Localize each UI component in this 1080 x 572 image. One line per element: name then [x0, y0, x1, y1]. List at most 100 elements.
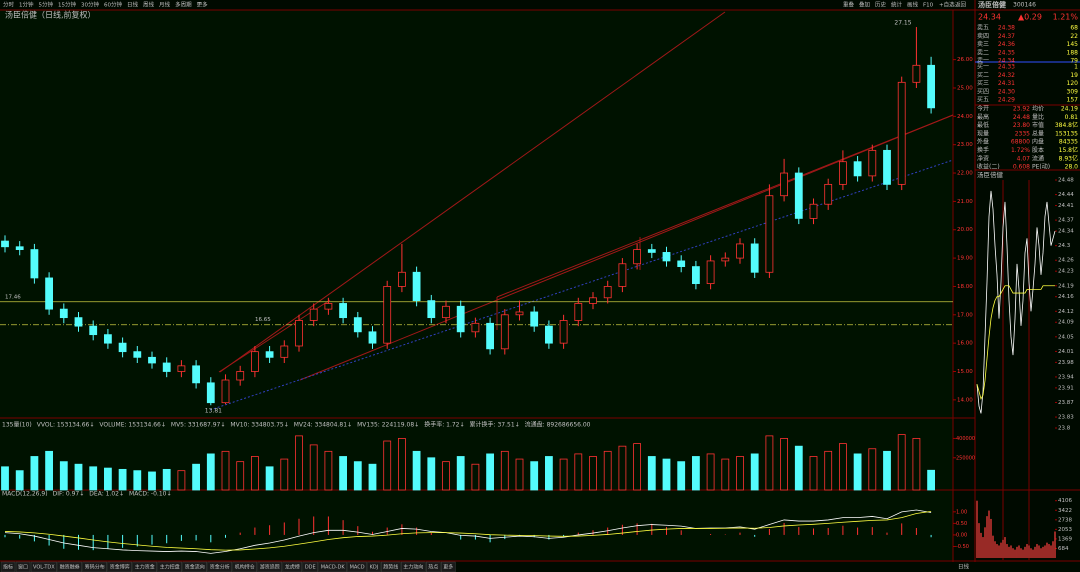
- tab-bg[interactable]: [232, 561, 258, 572]
- volume-bar: [397, 438, 406, 491]
- volume-bar: [324, 450, 333, 491]
- candle-body: [736, 243, 744, 259]
- volume-bar: [412, 450, 421, 491]
- bottom-tab[interactable]: 主力控盘: [160, 564, 180, 571]
- bottom-tab[interactable]: DDE: [305, 565, 316, 571]
- y-tick-label: 23.00: [957, 142, 973, 148]
- tab-bg[interactable]: [107, 561, 132, 572]
- bottom-tab[interactable]: 主力资金: [135, 564, 155, 571]
- tab-bg[interactable]: [15, 561, 31, 572]
- candle-body: [353, 317, 362, 333]
- tab-bg[interactable]: [367, 561, 381, 572]
- tool-button[interactable]: 重叠: [843, 1, 855, 9]
- tab-bg[interactable]: [426, 561, 441, 572]
- tab-bg[interactable]: [82, 561, 107, 572]
- stat-value: 1.72%: [1011, 147, 1030, 154]
- period-tab[interactable]: 60分钟: [104, 1, 122, 9]
- stock-code: 300146: [1013, 2, 1036, 9]
- tool-button[interactable]: 画线: [907, 1, 919, 9]
- period-tab[interactable]: 月线: [159, 1, 171, 9]
- stat-label: 最低: [977, 121, 989, 129]
- bottom-tab[interactable]: VOL-TDX: [33, 565, 55, 571]
- stat-value: 8.93亿: [1059, 154, 1078, 162]
- candle-body: [89, 325, 98, 336]
- tab-bg[interactable]: [282, 561, 303, 572]
- period-tab[interactable]: 周线: [143, 1, 155, 9]
- tab-bg[interactable]: [132, 561, 157, 572]
- candle-body: [618, 263, 627, 287]
- dif-line: [4, 509, 932, 554]
- tab-bg[interactable]: [0, 561, 16, 572]
- period-tab[interactable]: 5分钟: [39, 1, 54, 9]
- volume-bar: [530, 461, 539, 491]
- tab-bg[interactable]: [318, 561, 347, 572]
- bottom-tab[interactable]: 趋势线: [383, 564, 398, 571]
- book-volume: 188: [1067, 49, 1079, 56]
- bottom-tab[interactable]: 窗口: [18, 564, 28, 571]
- candle-body: [148, 356, 156, 364]
- period-tab[interactable]: 分时: [3, 1, 15, 9]
- stat-label: 股本: [1032, 146, 1044, 154]
- bottom-tab[interactable]: 龙虎榜: [285, 564, 300, 571]
- tab-bg[interactable]: [400, 561, 426, 572]
- bottom-tab[interactable]: 机构持仓: [235, 564, 255, 571]
- period-tab[interactable]: 日线: [127, 1, 139, 9]
- book-volume: 22: [1070, 33, 1078, 40]
- bottom-tab[interactable]: 融资融券: [60, 564, 80, 571]
- period-tab[interactable]: 更多: [197, 1, 209, 9]
- y-tick-label: 23.83: [1058, 415, 1074, 421]
- tab-bg[interactable]: [380, 561, 401, 572]
- tool-button[interactable]: 统计: [891, 1, 903, 9]
- chart-title: 汤臣倍健（日线,前复权）: [5, 10, 96, 20]
- candle-body: [265, 351, 274, 358]
- bottom-tab[interactable]: 资金分析: [210, 564, 230, 571]
- bottom-tab[interactable]: 主力动向: [403, 564, 423, 571]
- stat-value: 24.48: [1013, 114, 1030, 121]
- tool-button[interactable]: +自选: [939, 1, 955, 9]
- candle-body: [809, 203, 818, 219]
- candle-body: [30, 249, 39, 279]
- tab-bg[interactable]: [157, 561, 182, 572]
- tab-bg[interactable]: [182, 561, 208, 572]
- tool-button[interactable]: F10: [923, 3, 934, 9]
- tab-bg[interactable]: [347, 561, 367, 572]
- volume-legend: VVOL: 153134.66↓: [37, 422, 95, 429]
- bottom-tab[interactable]: 指标: [3, 564, 13, 571]
- volume-bar: [74, 463, 83, 491]
- bottom-tab[interactable]: 日线: [958, 563, 970, 571]
- bottom-tab[interactable]: 热点: [428, 564, 438, 571]
- volume-bar: [236, 461, 245, 491]
- candle-body: [500, 314, 509, 350]
- y-tick-label: 24.12: [1058, 309, 1074, 315]
- tab-bg[interactable]: [257, 561, 283, 572]
- bottom-tab[interactable]: 游资追踪: [260, 564, 280, 571]
- y-tick-label: 22.00: [957, 171, 973, 177]
- bottom-tab[interactable]: 更多: [443, 564, 453, 571]
- tab-bg[interactable]: [302, 561, 318, 572]
- period-tab[interactable]: 1分钟: [19, 1, 34, 9]
- tab-bg[interactable]: [30, 561, 57, 572]
- bottom-tab[interactable]: 资金博弈: [110, 564, 130, 571]
- candle-body: [368, 331, 377, 344]
- tab-bg[interactable]: [207, 561, 233, 572]
- bottom-tab[interactable]: MACD-DK: [321, 565, 346, 571]
- tab-bg[interactable]: [57, 561, 82, 572]
- tool-button[interactable]: 叠加: [859, 1, 870, 9]
- period-tab[interactable]: 多周期: [175, 1, 192, 9]
- bottom-tab[interactable]: 筹码分布: [85, 564, 105, 571]
- bottom-tab[interactable]: 资金流向: [185, 564, 205, 571]
- tool-button[interactable]: 历史: [875, 1, 887, 9]
- bottom-tab[interactable]: KDJ: [370, 565, 379, 571]
- period-tab[interactable]: 15分钟: [58, 1, 76, 9]
- period-tab[interactable]: 30分钟: [81, 1, 99, 9]
- y-tick-label: 14.00: [957, 397, 973, 403]
- bottom-tab[interactable]: MACD: [350, 565, 365, 571]
- tool-button[interactable]: 返回: [955, 2, 967, 9]
- tab-bg[interactable]: [441, 561, 456, 572]
- volume-legend: VOLUME: 153134.66↓: [99, 422, 166, 429]
- volume-bar: [192, 463, 201, 491]
- candle-body: [309, 308, 318, 321]
- y-tick-label: 2053: [1058, 527, 1072, 533]
- candle-body: [74, 317, 83, 327]
- book-price: 24.31: [998, 80, 1015, 87]
